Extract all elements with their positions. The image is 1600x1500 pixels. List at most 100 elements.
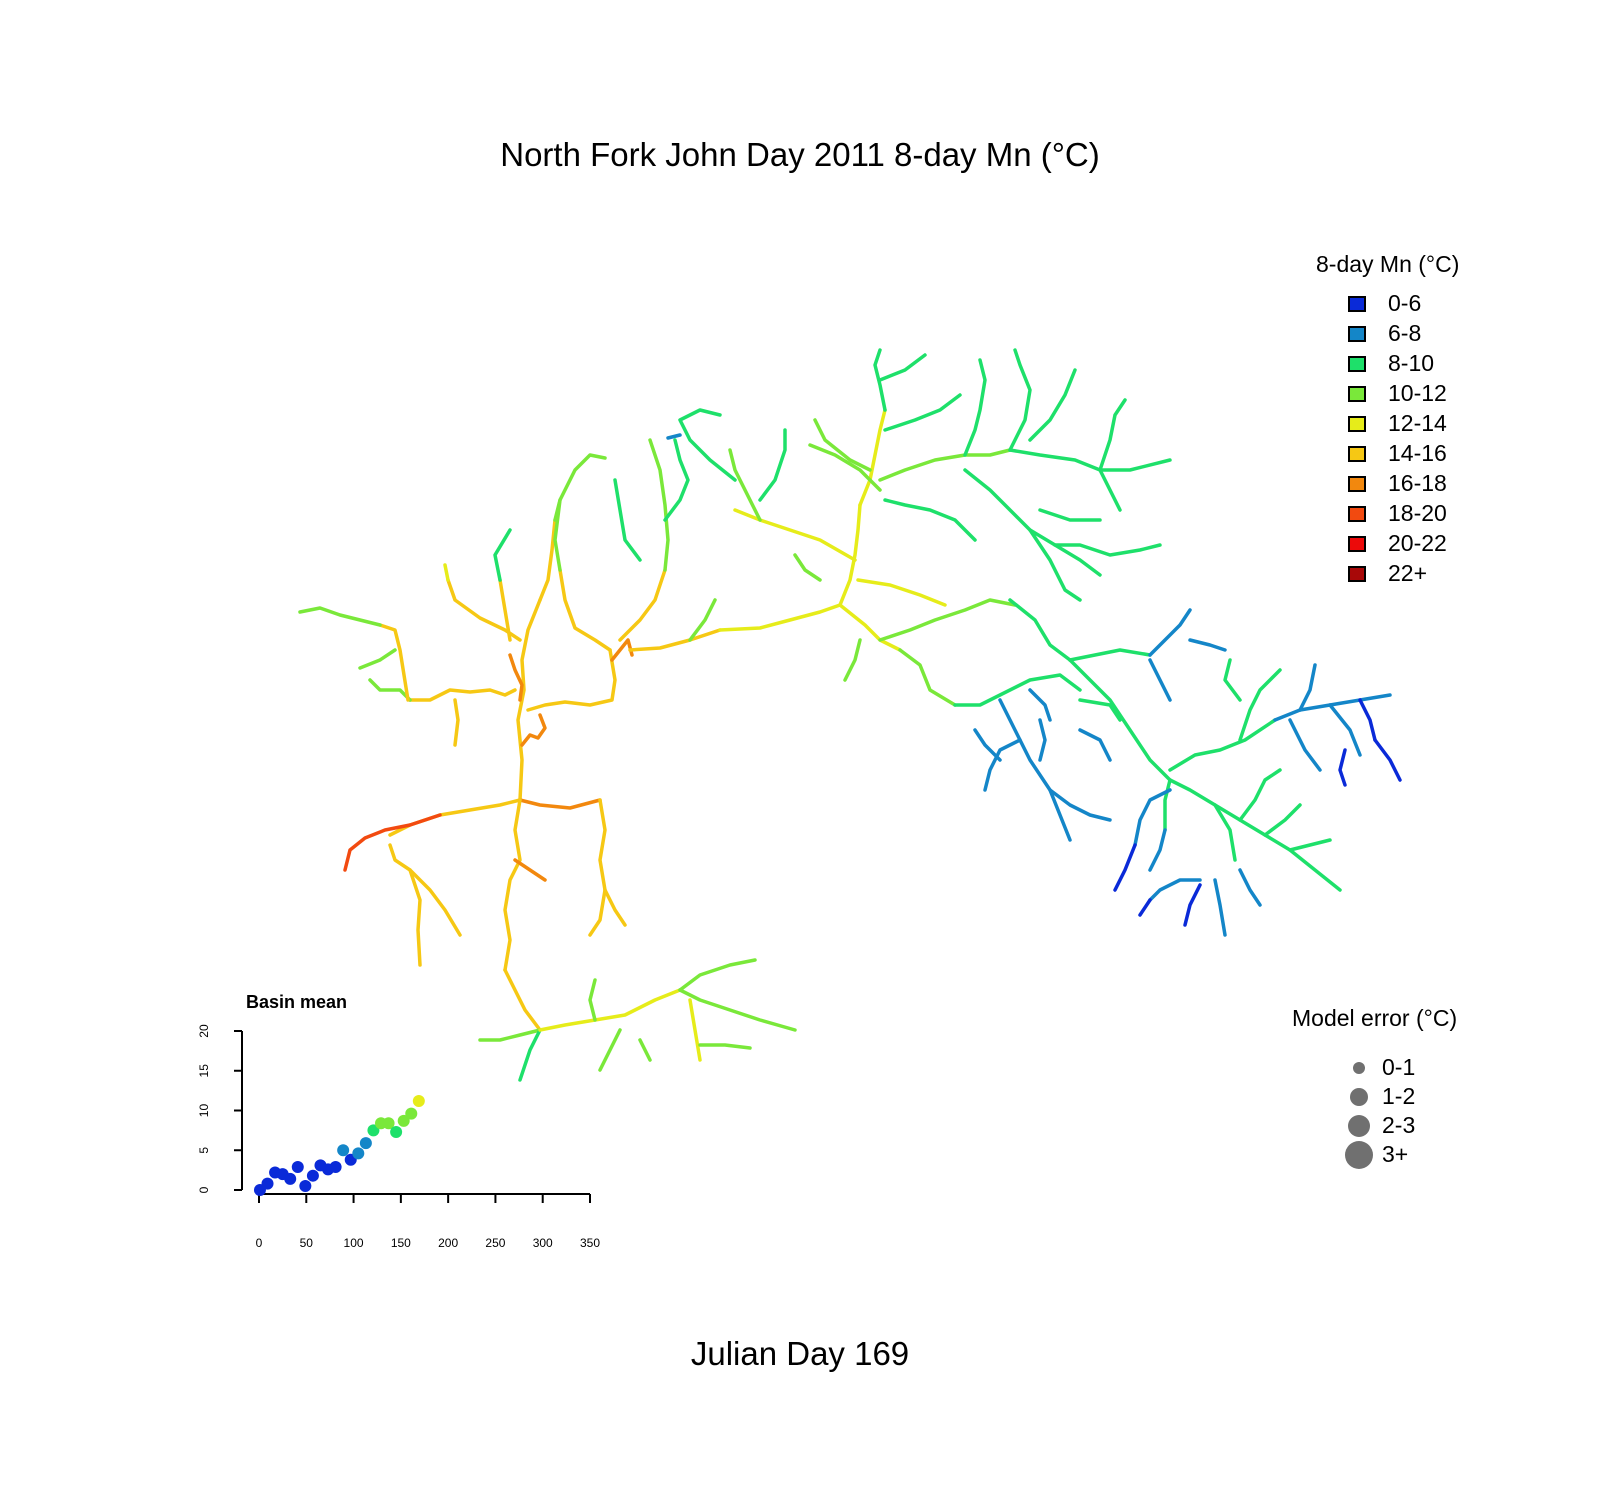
legend-swatch	[1348, 535, 1366, 552]
data-point	[284, 1172, 297, 1185]
river-segment	[1078, 698, 1122, 722]
temp-legend-title: 8-day Mn (°C)	[1316, 251, 1460, 277]
river-segment	[1148, 828, 1167, 872]
river-segment	[1288, 838, 1332, 852]
legend-swatch	[1348, 385, 1366, 402]
river-segment	[883, 393, 962, 432]
river-segment	[878, 353, 927, 382]
data-point	[367, 1124, 380, 1137]
x-tick-label: 0	[256, 1236, 263, 1250]
temp-legend-item: 22+	[1348, 560, 1427, 587]
river-segment	[408, 868, 462, 937]
river-segment	[983, 738, 1022, 792]
data-point	[359, 1137, 372, 1150]
river-segment	[518, 798, 602, 810]
temp-legend-item: 6-8	[1348, 320, 1421, 347]
river-segment	[513, 858, 547, 882]
legend-label: 6-8	[1388, 320, 1422, 346]
river-segment	[638, 1038, 652, 1062]
river-segment	[368, 678, 412, 702]
river-segment	[1008, 448, 1172, 472]
error-legend-label: 0-1	[1382, 1054, 1416, 1080]
legend-label: 8-10	[1388, 350, 1435, 376]
data-point	[352, 1147, 365, 1160]
river-segment	[1038, 508, 1102, 522]
data-point	[291, 1160, 304, 1173]
error-legend-label: 2-3	[1382, 1112, 1416, 1138]
river-segment	[603, 888, 627, 927]
river-segment	[1148, 878, 1202, 902]
river-segment	[298, 606, 382, 627]
river-segment	[1048, 788, 1072, 842]
legend-swatch	[1348, 475, 1366, 492]
river-segment	[1238, 868, 1262, 907]
legend-label: 12-14	[1388, 410, 1447, 436]
river-segment	[1028, 688, 1052, 722]
river-segment	[678, 988, 797, 1032]
river-segment	[520, 713, 547, 747]
y-tick-label: 5	[197, 1147, 211, 1154]
river-segment	[498, 578, 512, 642]
river-segment	[1238, 768, 1282, 822]
river-segment	[1098, 468, 1122, 512]
river-segment	[1168, 778, 1342, 892]
river-segment	[388, 798, 522, 837]
data-point	[390, 1125, 403, 1138]
river-segment	[1238, 668, 1282, 742]
temp-legend-item: 10-12	[1348, 380, 1447, 407]
river-segment	[1373, 738, 1402, 782]
river-segment	[1358, 698, 1377, 742]
legend-label: 22+	[1388, 560, 1428, 586]
river-segment	[813, 418, 872, 472]
river-segment	[1338, 748, 1347, 787]
temp-legend-item: 0-6	[1348, 290, 1421, 317]
temp-legend-item: 16-18	[1348, 470, 1447, 497]
river-segment	[838, 603, 902, 652]
river-segment	[408, 688, 517, 702]
river-segment	[688, 998, 702, 1062]
legend-swatch	[1348, 415, 1366, 432]
river-segment	[998, 698, 1112, 822]
river-segment	[663, 438, 690, 522]
data-point	[337, 1144, 350, 1157]
river-segment	[493, 528, 512, 582]
river-segment	[358, 648, 397, 670]
river-segment	[678, 408, 737, 482]
x-tick-label: 300	[533, 1236, 553, 1250]
river-segment	[1068, 658, 1172, 782]
x-tick-label: 250	[485, 1236, 505, 1250]
river-segment	[526, 648, 617, 712]
river-segment	[1053, 543, 1162, 557]
temp-legend-item: 8-10	[1348, 350, 1434, 377]
temp-legend-item: 18-20	[1348, 500, 1447, 527]
river-segment	[843, 638, 862, 682]
river-segment	[1138, 898, 1152, 917]
river-segment	[688, 598, 717, 642]
river-segment	[508, 653, 524, 702]
error-legend-label: 3+	[1382, 1141, 1409, 1167]
river-segment	[1298, 663, 1317, 712]
river-segment	[516, 598, 542, 802]
data-point	[382, 1117, 395, 1130]
river-segment	[728, 448, 762, 522]
river-segment	[1078, 728, 1112, 762]
river-segment	[718, 603, 842, 632]
error-size-dot	[1345, 1141, 1373, 1169]
river-segment	[1183, 883, 1202, 927]
river-segment	[553, 453, 607, 572]
river-segment	[1188, 638, 1227, 652]
river-segment	[856, 578, 947, 607]
legend-label: 20-22	[1388, 530, 1447, 556]
legend-swatch	[1348, 355, 1366, 372]
legend-label: 18-20	[1388, 500, 1447, 526]
river-segment	[558, 568, 612, 652]
river-segment	[1148, 608, 1192, 657]
river-segment	[898, 648, 957, 707]
river-segment	[443, 563, 450, 582]
river-segment	[883, 498, 977, 542]
river-segment	[1163, 778, 1172, 832]
river-segment	[808, 443, 882, 492]
river-segment	[1113, 843, 1137, 892]
river-segment	[758, 428, 787, 502]
